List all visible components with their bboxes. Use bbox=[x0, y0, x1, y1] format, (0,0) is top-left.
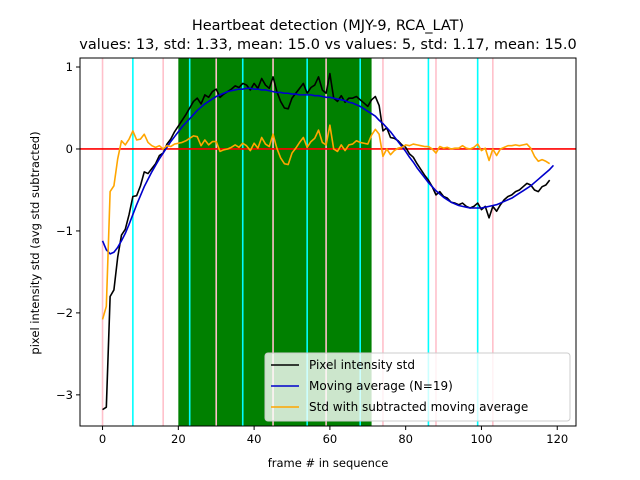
legend-entry-label: Pixel intensity std bbox=[309, 358, 415, 372]
x-tick-label: 0 bbox=[99, 432, 106, 446]
y-axis-label: pixel intensity std (avg std subtracted) bbox=[28, 131, 42, 354]
y-tick-label: −2 bbox=[56, 306, 73, 320]
x-tick-label: 40 bbox=[247, 432, 262, 446]
x-tick-label: 20 bbox=[171, 432, 186, 446]
y-tick-label: −3 bbox=[56, 388, 73, 402]
y-tick-label: 0 bbox=[66, 142, 73, 156]
x-tick-label: 60 bbox=[323, 432, 338, 446]
y-tick-label: −1 bbox=[56, 224, 73, 238]
chart-title: Heartbeat detection (MJY-9, RCA_LAT) bbox=[192, 18, 464, 34]
legend: Pixel intensity std Moving average (N=19)… bbox=[264, 352, 571, 422]
x-tick-label: 100 bbox=[470, 432, 492, 446]
pixel-intensity-std-line bbox=[102, 72, 551, 411]
plot-frame bbox=[79, 57, 577, 427]
legend-entry-label: Std with subtracted moving average bbox=[309, 400, 528, 414]
moving-average-line bbox=[101, 87, 555, 255]
subtracted-std-line bbox=[101, 124, 551, 320]
chart-subtitle: values: 13, std: 1.33, mean: 15.0 vs val… bbox=[79, 37, 576, 53]
legend-entry-label: Moving average (N=19) bbox=[309, 379, 453, 393]
x-axis-label: frame # in sequence bbox=[268, 456, 389, 470]
y-tick-label: 1 bbox=[66, 60, 73, 74]
x-tick-label: 120 bbox=[546, 432, 568, 446]
axes: 0 20 40 60 80 100 120 −3 −2 −1 0 1 bbox=[56, 57, 577, 446]
x-tick-label: 80 bbox=[398, 432, 413, 446]
legend-box bbox=[264, 352, 571, 422]
